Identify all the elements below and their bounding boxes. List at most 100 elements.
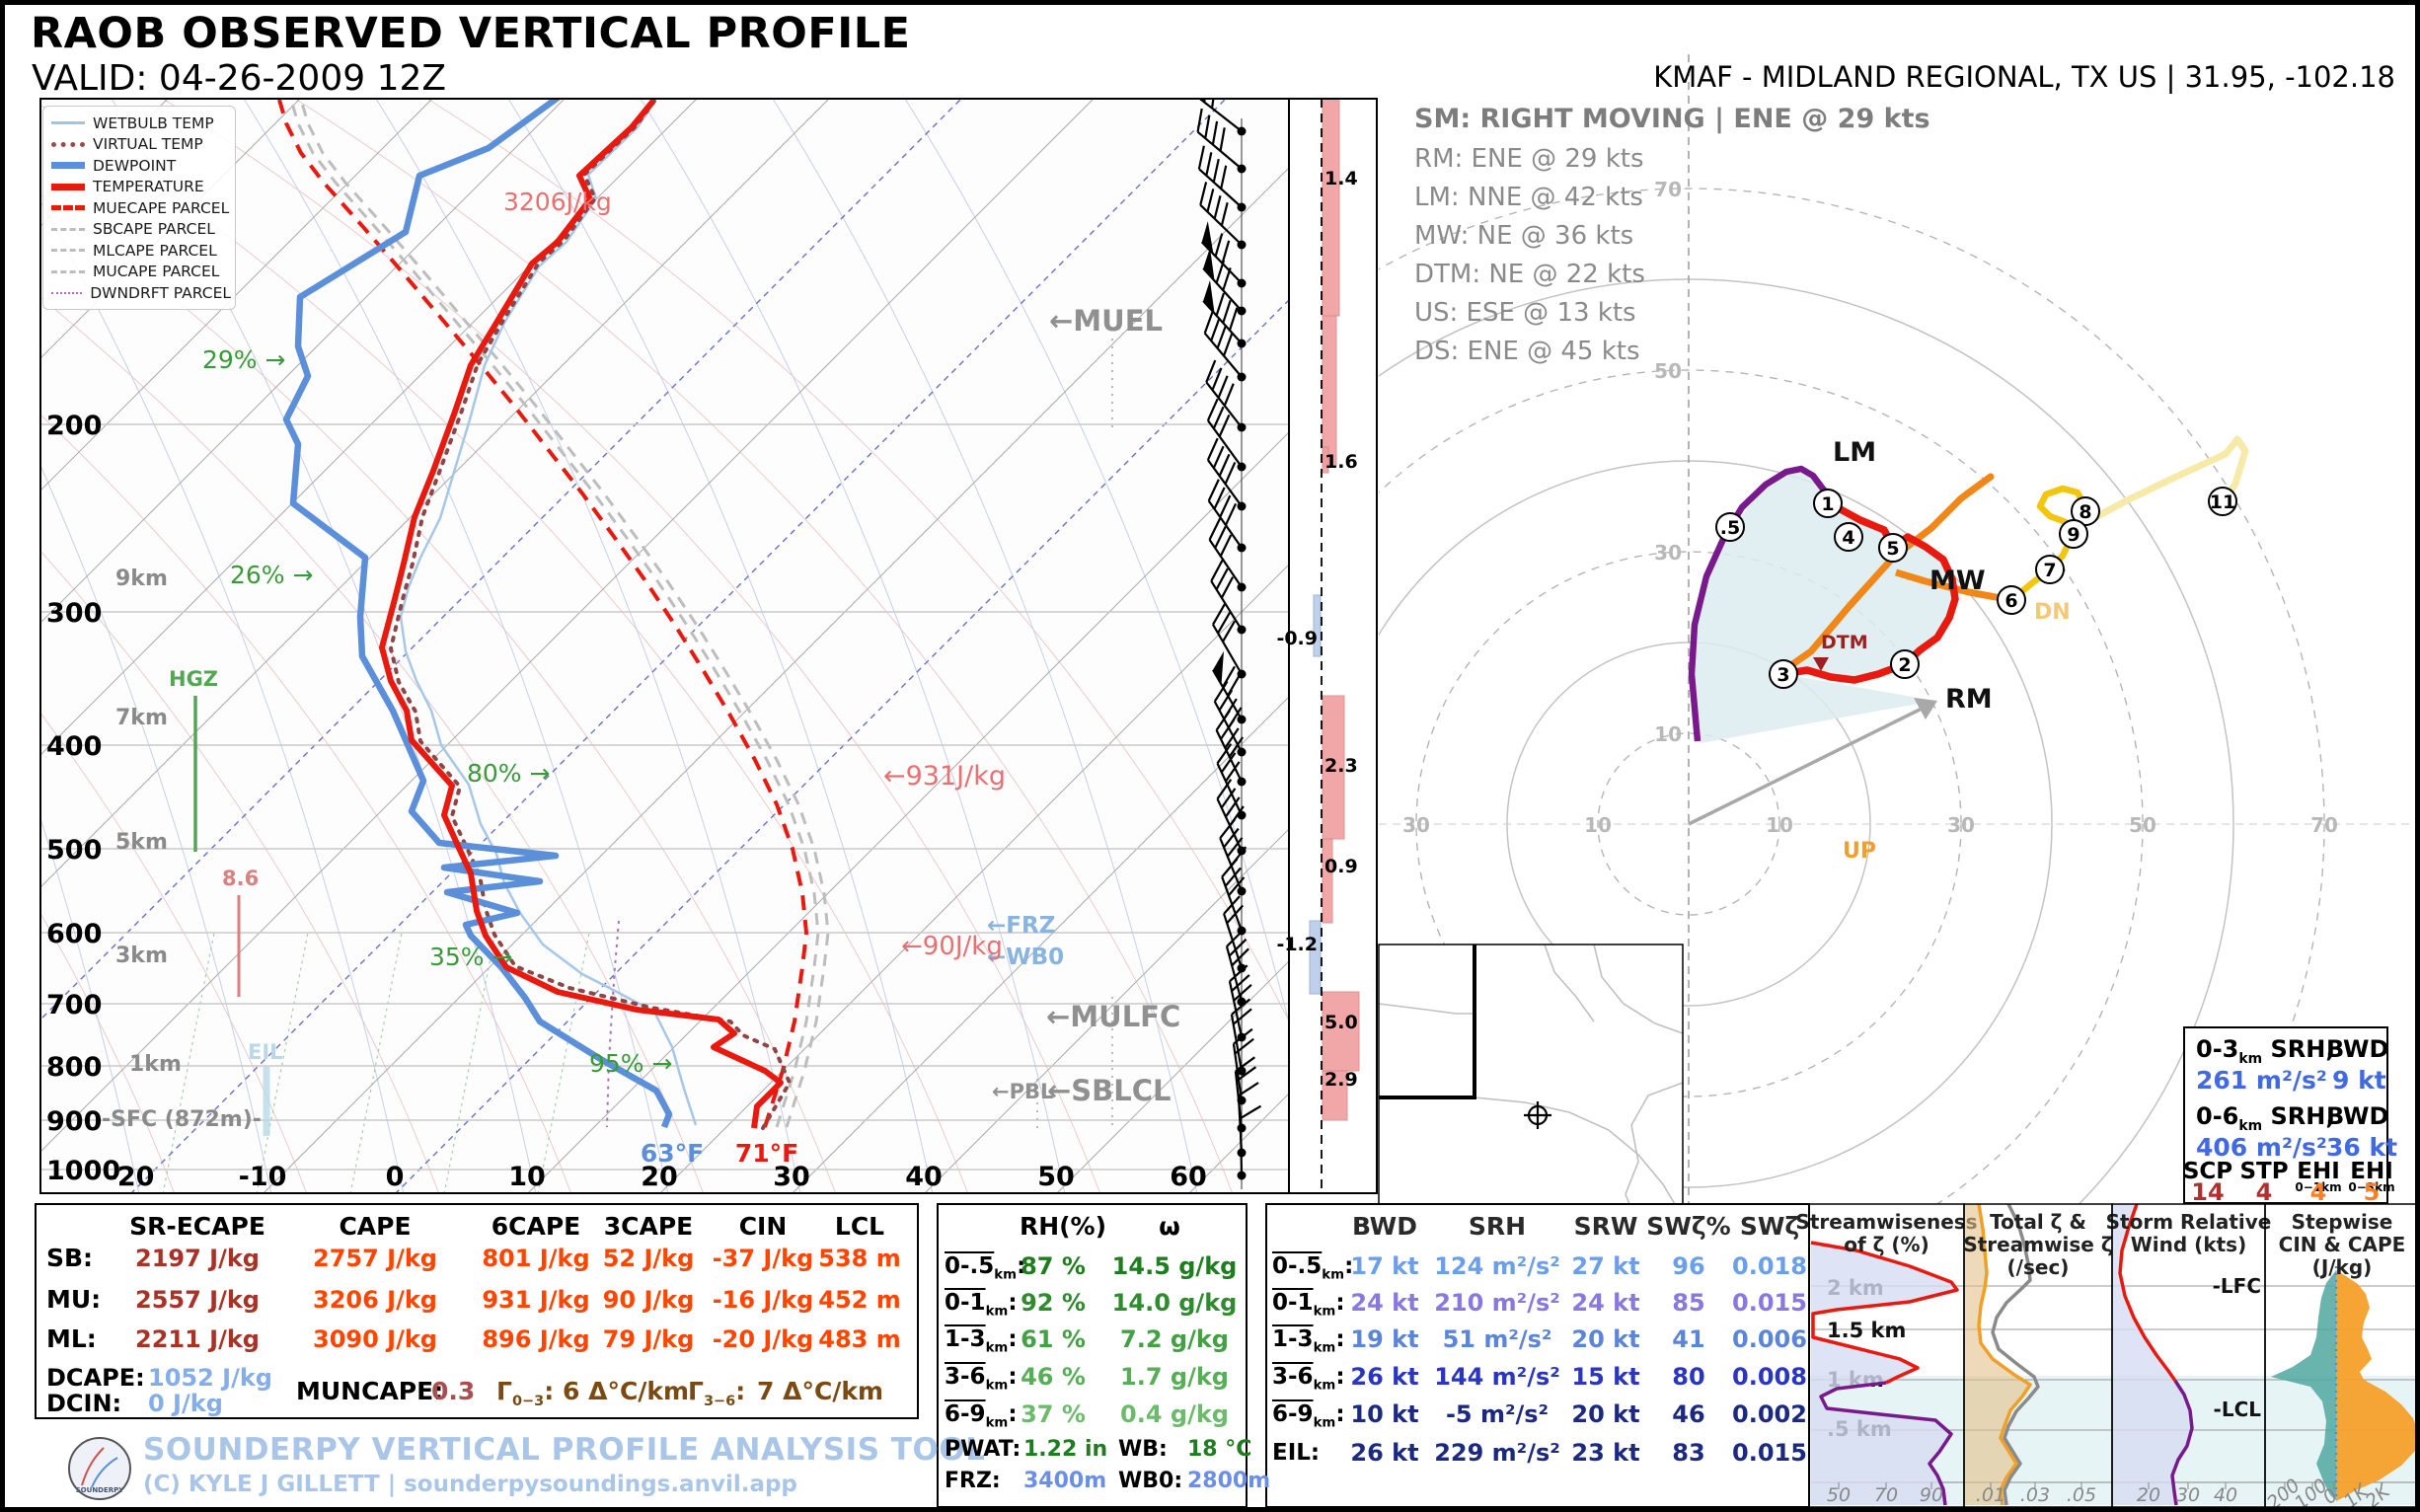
svg-text:200: 200 xyxy=(46,411,102,441)
kinematics-value: -5 m²/s² xyxy=(1445,1400,1550,1428)
legend-item: MUCAPE PARCEL xyxy=(51,262,231,283)
moisture-row-label: 0-1km: xyxy=(945,1290,1018,1320)
bwd-0-6-label: BWD xyxy=(2326,1102,2389,1130)
svg-text:.05: .05 xyxy=(2067,1484,2096,1506)
kinematics-value: 19 kt xyxy=(1350,1325,1419,1353)
svg-text:26% →: 26% → xyxy=(230,561,313,589)
storm-motion-ds: DS: ENE @ 45 kts xyxy=(1414,337,1640,366)
cape-parcel-line xyxy=(289,99,820,1128)
muncape-value: 0.3 xyxy=(431,1377,476,1405)
svg-text:600: 600 xyxy=(46,919,102,949)
mixing-ratio-value: 1.7 g/kg xyxy=(1120,1363,1229,1391)
svg-text:800: 800 xyxy=(46,1052,102,1083)
rh-value: 61 % xyxy=(1021,1325,1086,1353)
thermo-value: 538 m xyxy=(818,1245,901,1272)
svg-text:29% →: 29% → xyxy=(202,345,285,374)
svg-text:20: 20 xyxy=(2137,1484,2160,1506)
kinematics-row-label: 1-3km: xyxy=(1272,1326,1345,1356)
svg-text:.5: .5 xyxy=(1720,517,1740,539)
thermo-value: -20 J/kg xyxy=(712,1325,814,1353)
kinematics-value: 26 kt xyxy=(1350,1439,1419,1467)
page-title: RAOB OBSERVED VERTICAL PROFILE xyxy=(31,9,911,58)
svg-text:(/sec): (/sec) xyxy=(2007,1255,2070,1279)
svg-text:Stepwise: Stepwise xyxy=(2292,1210,2393,1234)
index-value-scp: 14 xyxy=(2191,1178,2225,1206)
lapse-3-6-value: 7 Δ°C/km xyxy=(757,1377,884,1405)
svg-text:30: 30 xyxy=(773,1162,810,1192)
legend-label: MUECAPE PARCEL xyxy=(93,198,230,217)
storm-motion-dtm: DTM: NE @ 22 kts xyxy=(1414,260,1645,289)
dcin-label: DCIN: xyxy=(46,1390,122,1417)
kinematics-value: 96 xyxy=(1672,1252,1705,1280)
muecape-parcel-line xyxy=(277,99,809,1128)
svg-text:CIN & CAPE: CIN & CAPE xyxy=(2279,1233,2406,1256)
svg-text:40: 40 xyxy=(905,1162,943,1192)
svg-text:30: 30 xyxy=(1654,541,1682,565)
legend-item: DWNDRFT PARCEL xyxy=(51,282,231,304)
wb-value: 18 °C xyxy=(1187,1437,1252,1462)
legend-line-sample xyxy=(51,121,85,125)
svg-text:Total ζ &: Total ζ & xyxy=(1990,1210,2086,1234)
srh-0-3-value: 261 m²/s² xyxy=(2196,1066,2327,1095)
lapse-3-6-label: Γ3−6: xyxy=(688,1377,746,1409)
svg-text:2: 2 xyxy=(1898,654,1911,676)
pwat-value: 1.22 in xyxy=(1023,1437,1108,1462)
legend-item: MLCAPE PARCEL xyxy=(51,240,231,262)
svg-text:←FRZ: ←FRZ xyxy=(987,913,1055,939)
thermo-value: 2211 J/kg xyxy=(135,1325,260,1353)
legend-item: TEMPERATURE xyxy=(51,177,231,198)
branding-credit: (C) KYLE J GILLETT | sounderpysoundings.… xyxy=(143,1472,797,1497)
rm-vector xyxy=(1688,704,1928,826)
dcin-value: 0 J/kg xyxy=(148,1390,223,1417)
svg-text:900: 900 xyxy=(46,1106,102,1137)
svg-text:-SFC (872m)-: -SFC (872m)- xyxy=(102,1107,262,1132)
rh-value: 46 % xyxy=(1021,1363,1086,1391)
legend-item: DEWPOINT xyxy=(51,155,231,177)
svg-text:50: 50 xyxy=(1654,359,1682,383)
legend-label: MLCAPE PARCEL xyxy=(93,241,217,260)
thermo-row-label: SB: xyxy=(46,1244,94,1272)
storm-motion-lm: LM: NNE @ 42 kts xyxy=(1414,183,1643,212)
kinematics-value: 17 kt xyxy=(1350,1252,1419,1280)
bwd-0-3-label: BWD xyxy=(2326,1035,2389,1063)
thermo-value: -37 J/kg xyxy=(712,1245,814,1272)
svg-text:20: 20 xyxy=(641,1162,678,1192)
svg-text:←931J/kg: ←931J/kg xyxy=(883,761,1006,792)
kinematics-value: 0.006 xyxy=(1732,1325,1807,1353)
lapse-0-3-label: Γ0−3: xyxy=(496,1377,555,1409)
omega-header: ω xyxy=(1159,1212,1180,1241)
hodo-9km-plus xyxy=(2078,435,2249,530)
skewt-labels: 200 300 400 500 600 700 800 900 1000-20 -10 0 10 20 3… xyxy=(46,188,1207,1192)
index-sub-label: 0−3km xyxy=(2348,1180,2395,1194)
svg-text:50: 50 xyxy=(1037,1162,1075,1192)
svg-text:10: 10 xyxy=(1766,813,1793,837)
svg-text:-20: -20 xyxy=(107,1162,155,1192)
thermo-value: 483 m xyxy=(818,1325,901,1353)
index-label-stp: STP xyxy=(2239,1159,2289,1184)
kinematics-row-label: 0-.5km: xyxy=(1272,1253,1354,1283)
svg-text:-1.2: -1.2 xyxy=(1276,934,1318,955)
svg-text:6: 6 xyxy=(2004,590,2017,612)
dcape-value: 1052 J/kg xyxy=(148,1364,272,1392)
kinematics-header: SRH xyxy=(1468,1212,1527,1241)
svg-text:70: 70 xyxy=(2310,813,2338,837)
rh-header: RH(%) xyxy=(1019,1212,1107,1241)
index-label-ehi: EHI xyxy=(2350,1159,2393,1184)
mixing-ratio-value: 14.5 g/kg xyxy=(1111,1252,1238,1280)
kinematics-value: 20 kt xyxy=(1571,1325,1640,1353)
sounding-figure-canvas: 200 300 400 500 600 700 800 900 1000-20 -10 0 10 20 3… xyxy=(35,54,2415,1507)
svg-text:←SBLCL: ←SBLCL xyxy=(1047,1074,1172,1107)
svg-text:SOUNDERPY: SOUNDERPY xyxy=(76,1486,125,1494)
rh-value: 37 % xyxy=(1021,1400,1086,1428)
svg-text:80% →: 80% → xyxy=(467,759,550,788)
svg-text:90: 90 xyxy=(1920,1484,1943,1506)
index-value-stp: 4 xyxy=(2255,1178,2273,1206)
svg-text:←90J/kg: ←90J/kg xyxy=(901,932,1003,961)
wb0-label: WB0: xyxy=(1118,1469,1183,1493)
location-map-inset xyxy=(1379,945,1683,1204)
thermo-value: 931 J/kg xyxy=(482,1286,590,1314)
svg-text:DN: DN xyxy=(2034,600,2071,625)
kinematics-row-label: EIL: xyxy=(1272,1440,1321,1466)
hodo-3-6km xyxy=(1894,568,2012,604)
